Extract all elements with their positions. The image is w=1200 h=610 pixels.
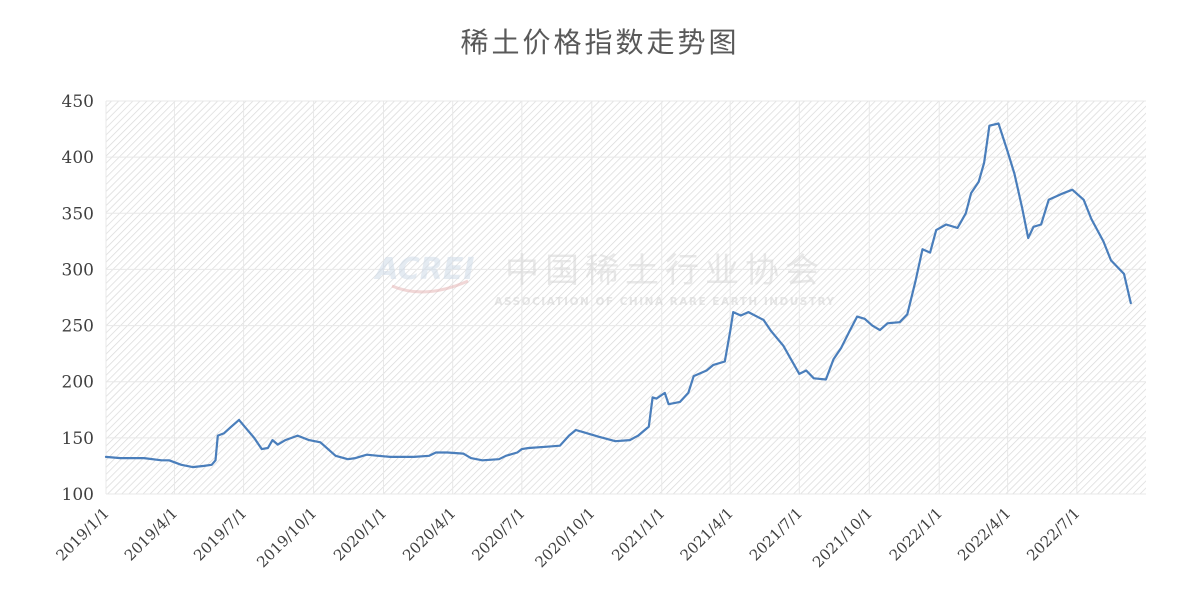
y-tick-label: 250 (62, 317, 94, 337)
chart-title: 稀土价格指数走势图 (460, 26, 739, 59)
series-line (104, 122, 1132, 469)
x-tick-label: 2021/7/1 (746, 504, 806, 564)
x-axis-ticks: 2019/1/1 2019/4/1 2019/7/1 2019/10/1 2020/1/… (52, 504, 1083, 571)
x-tick-label: 2021/1/1 (608, 504, 668, 564)
grid-lines (105, 100, 1146, 495)
x-tick-label: 2020/10/1 (531, 504, 598, 571)
watermark-org-name-en: ASSOCIATION OF CHINA RARE EARTH INDUSTRY (494, 296, 835, 308)
x-tick-label: 2020/4/1 (399, 504, 459, 564)
x-tick-label: 2020/7/1 (468, 504, 528, 564)
watermark-org-name: 中国稀土行业协会 (505, 251, 825, 291)
series-layer (104, 122, 1132, 469)
y-tick-label: 100 (62, 485, 94, 505)
y-tick-label: 300 (62, 260, 94, 280)
x-tick-label: 2019/10/1 (253, 504, 320, 571)
y-tick-label: 150 (62, 429, 94, 449)
x-tick-label: 2020/1/1 (330, 504, 390, 564)
y-tick-label: 200 (62, 373, 94, 393)
x-tick-label: 2022/4/1 (954, 504, 1014, 564)
x-tick-label: 2019/7/1 (190, 504, 250, 564)
watermark-swoosh (391, 279, 469, 294)
y-tick-label: 400 (62, 148, 94, 168)
x-tick-label: 2021/4/1 (677, 504, 737, 564)
x-tick-label: 2019/4/1 (121, 504, 181, 564)
plot-area (106, 101, 1146, 494)
watermark-logo-text: ACREI (373, 252, 474, 287)
x-tick-label: 2019/1/1 (52, 504, 112, 564)
y-axis-ticks: 100 150 200 250 300 350 400 450 (62, 92, 94, 505)
y-tick-label: 450 (62, 92, 94, 112)
y-tick-label: 350 (62, 204, 94, 224)
x-tick-label: 2022/7/1 (1023, 504, 1083, 564)
watermark: ACREI 中国稀土行业协会 ASSOCIATION OF CHINA RARE… (373, 251, 835, 308)
x-tick-label: 2021/10/1 (809, 504, 876, 571)
x-tick-label: 2022/1/1 (886, 504, 946, 564)
